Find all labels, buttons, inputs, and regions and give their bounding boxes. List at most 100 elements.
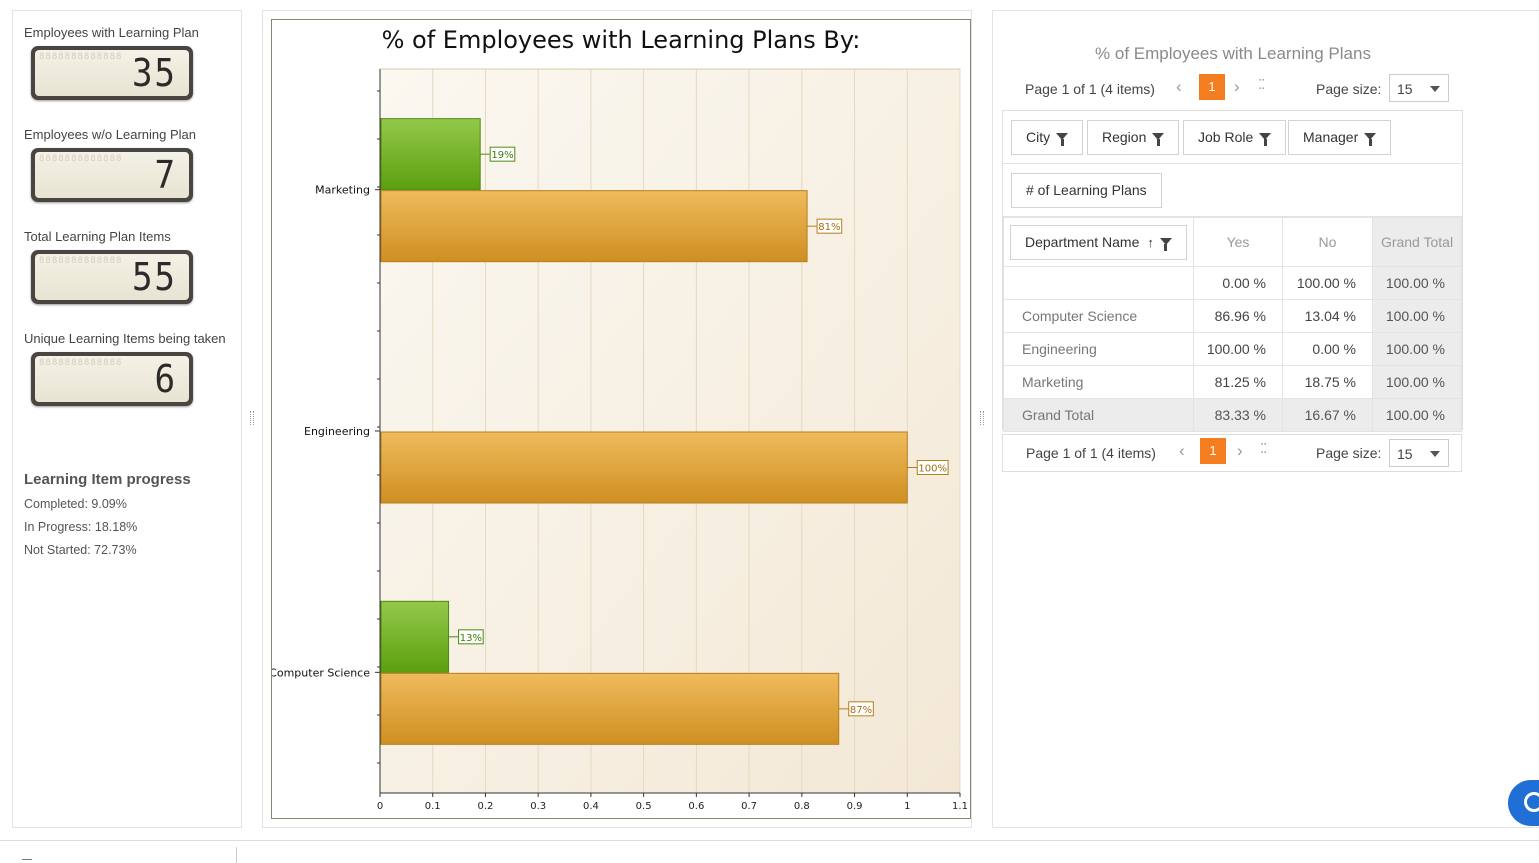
filter-field-city[interactable]: City xyxy=(1011,120,1084,155)
data-field-area: # of Learning Plans xyxy=(1003,164,1462,217)
filter-field-manager[interactable]: Manager xyxy=(1288,120,1392,155)
gauge-value: 35 xyxy=(132,51,177,95)
page-size-label: Page size: xyxy=(1316,81,1382,97)
cell-grand-total: 100.00 % xyxy=(1372,332,1462,366)
x-tick-label: 0 xyxy=(377,801,383,812)
data-label: 100% xyxy=(918,464,947,475)
gauge-value: 7 xyxy=(154,153,177,197)
next-page-icon[interactable]: › xyxy=(1234,77,1240,96)
progress-completed: Completed: 9.09% xyxy=(24,497,127,511)
gauge-label: Employees with Learning Plan xyxy=(24,25,199,40)
filter-icon[interactable] xyxy=(1259,133,1272,146)
cell-value: 81.25 % xyxy=(1193,365,1283,399)
x-tick-label: 0.5 xyxy=(636,801,652,812)
pivot-table: Department Name ↑ Yes No Grand Total 0.00… xyxy=(1003,217,1462,432)
gauge-value: 6 xyxy=(154,357,177,401)
grand-total-row: Grand Total 83.33 % 16.67 % 100.00 % xyxy=(1003,398,1462,432)
page-size-select[interactable]: 15 xyxy=(1389,74,1449,102)
lcd-ghost-segments: 8888888888888 xyxy=(39,52,123,62)
column-header-grand-total: Grand Total xyxy=(1372,217,1462,267)
data-field-learning-plans[interactable]: # of Learning Plans xyxy=(1011,173,1162,208)
progress-in-progress: In Progress: 18.18% xyxy=(24,520,138,534)
data-label: 13% xyxy=(460,633,482,644)
gauge-unique-items: Unique Learning Items being taken 888888… xyxy=(24,331,226,406)
x-tick-label: 0.7 xyxy=(741,801,757,812)
field-label: City xyxy=(1026,129,1051,145)
y-category-label: Marketing xyxy=(315,184,370,197)
lcd-display: 8888888888888 7 xyxy=(31,148,193,202)
x-tick-label: 1.1 xyxy=(952,801,968,812)
gauge-label: Unique Learning Items being taken xyxy=(24,331,226,346)
filter-field-job-role[interactable]: Job Role xyxy=(1183,120,1287,155)
filter-icon[interactable] xyxy=(1364,133,1377,146)
gauge-employees-with-plan: Employees with Learning Plan 88888888888… xyxy=(24,25,199,100)
cell-value: 13.04 % xyxy=(1282,299,1373,333)
page-button-current[interactable]: 1 xyxy=(1200,438,1226,464)
field-label: Job Role xyxy=(1198,129,1254,145)
cell-value: 18.75 % xyxy=(1282,365,1373,399)
page-size-value: 15 xyxy=(1397,81,1413,97)
filter-field-area: City Region Job Role Manager xyxy=(1003,111,1462,164)
show-all-pages-icon[interactable]: ⁚⁚ xyxy=(1260,441,1267,456)
chevron-down-icon xyxy=(1430,451,1440,457)
cell-grand-total: 100.00 % xyxy=(1372,266,1462,300)
show-all-pages-icon[interactable]: ⁚⁚ xyxy=(1258,77,1265,92)
chat-button[interactable] xyxy=(1508,780,1539,826)
gauge-label: Employees w/o Learning Plan xyxy=(24,127,196,142)
page-size-value: 15 xyxy=(1397,446,1413,462)
cell-grand-total: 100.00 % xyxy=(1372,299,1462,333)
data-label-box xyxy=(916,460,949,475)
filter-icon[interactable] xyxy=(1159,237,1172,251)
filter-field-region[interactable]: Region xyxy=(1087,120,1180,155)
row-field-department[interactable]: Department Name ↑ xyxy=(1010,224,1187,260)
bar xyxy=(380,431,908,504)
cell-grand-total: 100.00 % xyxy=(1372,365,1462,399)
x-tick-label: 0.2 xyxy=(478,801,494,812)
data-label-box xyxy=(489,146,516,162)
data-label: 87% xyxy=(850,705,872,716)
lcd-ghost-segments: 8888888888888 xyxy=(39,358,123,368)
field-label: Region xyxy=(1102,129,1147,145)
splitter-handle-left[interactable] xyxy=(250,411,254,425)
pager-info: Page 1 of 1 (4 items) xyxy=(1025,81,1155,97)
row-header: Engineering xyxy=(1003,332,1194,366)
pivot-panel: % of Employees with Learning Plans Page … xyxy=(992,10,1539,828)
column-header-no[interactable]: No xyxy=(1282,217,1373,267)
table-row: Computer Science 86.96 % 13.04 % 100.00 … xyxy=(1003,299,1462,333)
y-category-label: Engineering xyxy=(304,425,370,438)
prev-page-icon[interactable]: ‹ xyxy=(1179,441,1185,460)
cell-value: 0.00 % xyxy=(1193,266,1283,300)
x-tick-label: 0.1 xyxy=(425,801,441,812)
bar-chart: % of Employees with Learning Plans By: 0… xyxy=(271,19,971,819)
cell-value: 16.67 % xyxy=(1282,398,1373,432)
page-button-current[interactable]: 1 xyxy=(1199,74,1225,100)
gauge-employees-without-plan: Employees w/o Learning Plan 888888888888… xyxy=(24,127,196,202)
bar xyxy=(380,672,840,745)
pivot-grid: City Region Job Role Manager # of Learni… xyxy=(1002,110,1463,432)
pager-top: Page 1 of 1 (4 items) ‹ 1 › ⁚⁚ Page size… xyxy=(1002,74,1462,104)
chart-canvas: 0 0.1 0.2 0.3 0.4 0.5 0.6 0.7 0.8 0.9 1 1.1 Marketin… xyxy=(272,68,968,812)
lcd-ghost-segments: 8888888888888 xyxy=(39,256,123,266)
lcd-display: 8888888888888 35 xyxy=(31,46,193,100)
x-tick-label: 1 xyxy=(904,801,910,812)
x-tick-label: 0.6 xyxy=(688,801,704,812)
prev-page-icon[interactable]: ‹ xyxy=(1176,77,1182,96)
x-tick-label: 0.9 xyxy=(847,801,863,812)
filter-icon[interactable] xyxy=(1152,133,1165,146)
x-tick-label: 0.3 xyxy=(530,801,546,812)
column-header-yes[interactable]: Yes xyxy=(1193,217,1283,267)
row-header: Computer Science xyxy=(1003,299,1194,333)
next-page-icon[interactable]: › xyxy=(1237,441,1243,460)
cell-value: 100.00 % xyxy=(1282,266,1373,300)
sort-ascending-icon[interactable]: ↑ xyxy=(1147,234,1154,250)
y-category-label: Computer Science xyxy=(272,666,370,679)
row-header: Marketing xyxy=(1003,365,1194,399)
x-tick-label: 0.8 xyxy=(794,801,810,812)
pivot-title: % of Employees with Learning Plans xyxy=(1095,44,1371,63)
kpi-panel: Employees with Learning Plan 88888888888… xyxy=(12,10,242,828)
splitter-handle-right[interactable] xyxy=(980,411,984,425)
chart-panel: % of Employees with Learning Plans By: 0… xyxy=(262,10,972,828)
filter-icon[interactable] xyxy=(1056,133,1069,146)
page-size-select[interactable]: 15 xyxy=(1389,439,1449,467)
cell-value: 86.96 % xyxy=(1193,299,1283,333)
